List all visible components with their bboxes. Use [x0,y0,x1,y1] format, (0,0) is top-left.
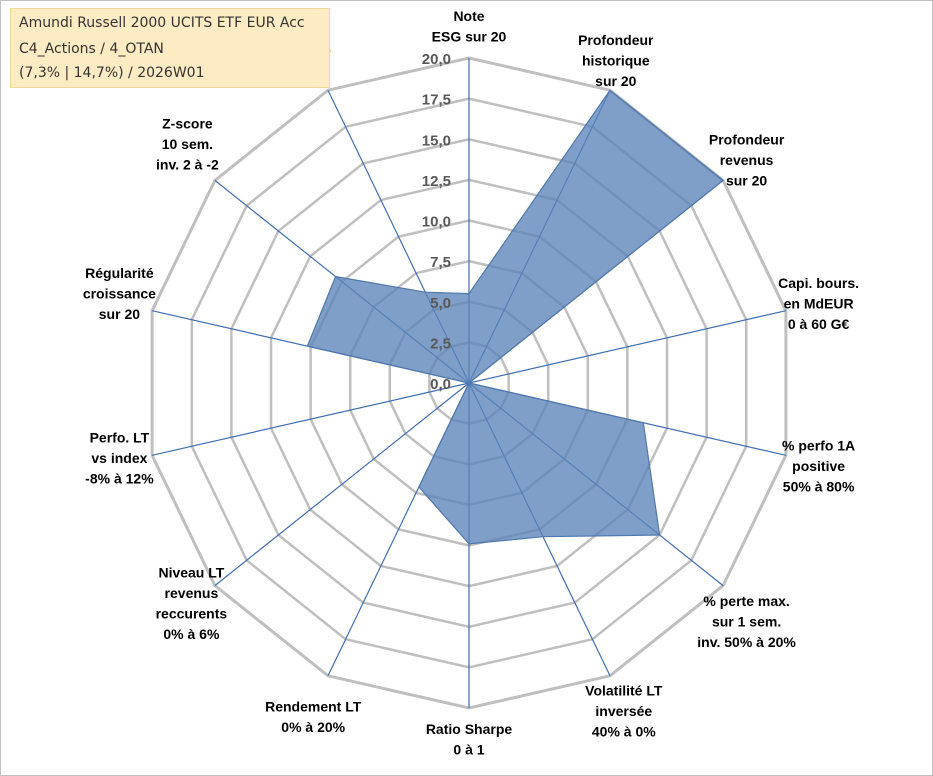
axis-label: croissance [83,286,156,302]
axis-label: Ratio Sharpe [426,721,513,737]
info-box: Amundi Russell 2000 UCITS ETF EUR Acc C4… [10,8,330,88]
axis-label: Volatilité LT [585,682,663,698]
axis-label: Capi. bours. [778,275,859,291]
axis-label: Perfo. LT [90,429,150,445]
axis-label: Profondeur [578,32,654,48]
tick-label: 0,0 [430,376,451,393]
tick-layer: 0,0 2,5 5,0 7,5 10,0 12,5 15,0 17,5 20,0 [422,51,451,393]
axis-label: 0 à 60 G€ [788,316,850,332]
axis-label: 10 sem. [162,136,213,152]
tick-label: 5,0 [430,295,451,312]
axis-label: vs index [91,450,147,466]
axis-label: Niveau LT [158,565,224,581]
axis-label: inv. 50% à 20% [697,634,796,650]
axis-label: 50% à 80% [783,478,855,494]
series-layer [306,89,725,545]
axis-label: ESG sur 20 [432,29,507,45]
axis-label: 40% à 0% [592,723,656,739]
axis-spoke [468,310,787,384]
axis-label: % perte max. [703,593,789,609]
axis-label: sur 20 [726,173,767,189]
fund-stats: (7,3% | 14,7%) / 2026W01 [19,65,205,81]
axis-spoke [214,382,470,587]
axis-label: Note [453,8,484,24]
tick-label: 15,0 [422,132,451,149]
axis-label: en MdEUR [784,296,854,312]
axis-label: % perfo 1A [782,437,855,453]
data-series-area [306,89,725,545]
axis-label: Profondeur [709,132,785,148]
axis-label: Z-score [162,116,213,132]
axis-label: 0% à 6% [163,626,220,642]
fund-category: C4_Actions / 4_OTAN [19,41,164,57]
axis-label: inv. 2 à -2 [156,157,219,173]
tick-label: 7,5 [430,254,451,271]
label-layer: Note ESG sur 20 Profondeur historique sur 20… [83,8,859,758]
axis-label: sur 20 [99,306,140,322]
axis-label: revenus [720,152,774,168]
tick-label: 2,5 [430,335,451,352]
axis-label: Régularité [85,265,154,281]
axis-label: positive [792,458,845,474]
axis-label: revenus [165,585,219,601]
tick-label: 20,0 [422,51,451,68]
axis-label: -8% à 12% [85,470,154,486]
axis-label: 0 à 1 [453,742,484,758]
axis-label: sur 20 [595,73,636,89]
tick-label: 12,5 [422,173,451,190]
axis-spoke [151,382,470,456]
axis-label: reccurents [156,606,228,622]
axis-label: Rendement LT [265,699,362,715]
axis-label: inversée [595,703,652,719]
axis-label: historique [582,53,650,69]
tick-label: 17,5 [422,92,451,109]
axis-label: sur 1 sem. [712,613,781,629]
tick-label: 10,0 [422,214,451,231]
axis-label: 0% à 20% [281,719,345,735]
fund-title: Amundi Russell 2000 UCITS ETF EUR Acc [19,15,305,31]
